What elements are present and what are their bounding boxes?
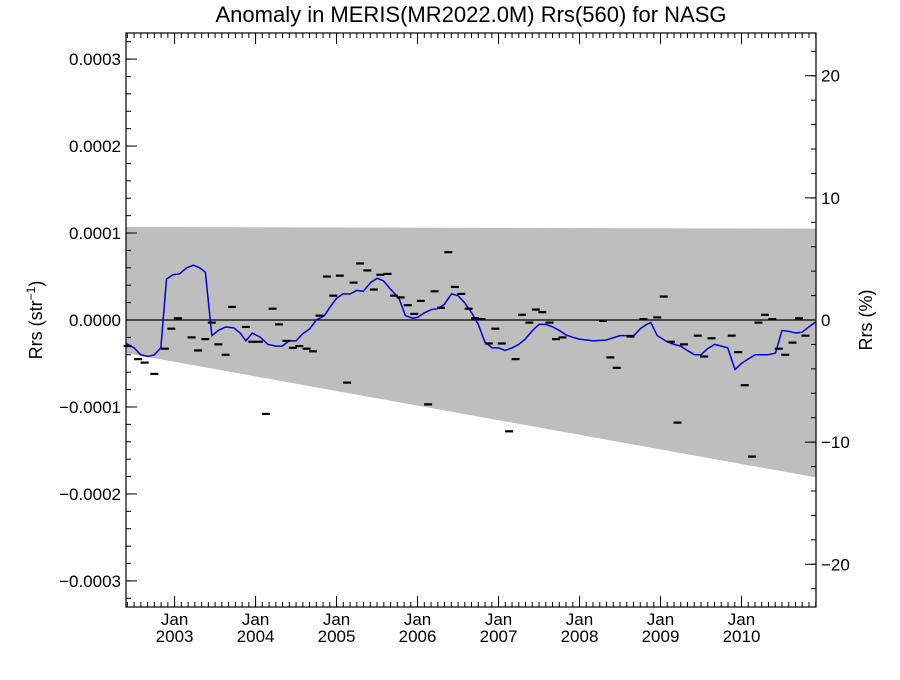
y-left-tick-label: 0.0000 (69, 311, 121, 330)
x-tick-label-month: Jan (728, 610, 755, 629)
x-tick-label-year: 2005 (318, 627, 356, 646)
smoothed-anomaly-line (126, 264, 816, 371)
y-right-tick-label: −10 (821, 433, 850, 452)
y-right-tick-label: 10 (821, 189, 840, 208)
x-tick-label-year: 2004 (237, 627, 275, 646)
y-right-tick-label: 20 (821, 67, 840, 86)
x-tick-label-year: 2010 (723, 627, 761, 646)
plot-area: 0.0003 0.0002 0.0001 0.0000 −0.0001 −0.0002 −0… (59, 32, 850, 646)
x-tick-label-year: 2007 (480, 627, 518, 646)
y-left-tick-label: 0.0003 (69, 50, 121, 69)
x-tick-label-month: Jan (485, 610, 512, 629)
y-left-tick-label: −0.0001 (59, 398, 121, 417)
y-axis-right-label: Rrs (%) (856, 290, 876, 351)
chart-title: Anomaly in MERIS(MR2022.0M) Rrs(560) for… (215, 2, 726, 27)
y-left-tick-label: −0.0002 (59, 485, 121, 504)
y-right-tick-label: 0 (821, 311, 830, 330)
x-tick-label-year: 2003 (156, 627, 194, 646)
x-tick-label-month: Jan (323, 610, 350, 629)
y-left-tick-label: −0.0003 (59, 572, 121, 591)
x-tick-label-month: Jan (404, 610, 431, 629)
y-axis-left-label: Rrs (str−1) (24, 281, 46, 360)
x-tick-label-year: 2008 (561, 627, 599, 646)
y-right-tick-label: −20 (821, 555, 850, 574)
y-left-tick-label: 0.0002 (69, 137, 121, 156)
x-tick-label-month: Jan (647, 610, 674, 629)
x-tick-label-month: Jan (242, 610, 269, 629)
uncertainty-band (126, 226, 816, 478)
y-left-tick-label: 0.0001 (69, 224, 121, 243)
x-tick-label-year: 2009 (642, 627, 680, 646)
x-tick-label-month: Jan (566, 610, 593, 629)
x-tick-label-month: Jan (161, 610, 188, 629)
x-tick-label-year: 2006 (399, 627, 437, 646)
